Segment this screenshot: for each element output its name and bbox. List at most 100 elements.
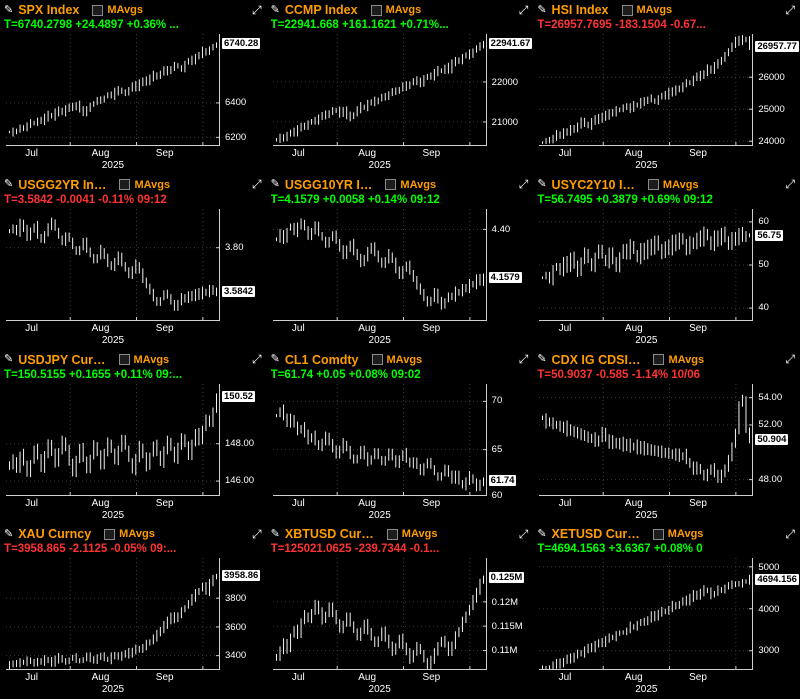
annotate-pencil-icon[interactable]: ✎ — [537, 3, 547, 16]
price-bars-svg — [539, 208, 754, 321]
ticker-title[interactable]: SPX Index — [18, 3, 80, 17]
ticker-title[interactable]: CL1 Comdty — [284, 352, 359, 367]
mavgs-checkbox[interactable] — [385, 179, 397, 191]
expand-icon[interactable]: ⤢ — [252, 526, 262, 541]
mavgs-toggle[interactable]: MAvgs — [386, 528, 438, 541]
ticker-title[interactable]: USGG2YR In… — [18, 177, 107, 192]
y-axis: 70 65 60 61.74 — [488, 384, 534, 501]
mavgs-checkbox[interactable] — [370, 4, 382, 16]
expand-icon[interactable]: ⤢ — [518, 352, 529, 366]
chart-area[interactable]: 60 50 40 56.75 Jul Aug Sep 2025 — [537, 208, 798, 348]
expand-icon[interactable]: ⤢ — [518, 177, 529, 192]
annotate-pencil-icon[interactable]: ✎ — [4, 527, 14, 540]
chart-area[interactable]: 70 65 60 61.74 Jul Aug Sep 2025 — [271, 383, 534, 523]
mavgs-checkbox[interactable] — [104, 528, 116, 540]
chart-plot[interactable] — [539, 208, 754, 321]
chart-plot[interactable] — [6, 558, 220, 671]
annotate-pencil-icon[interactable]: ✎ — [270, 178, 280, 191]
ticker-title[interactable]: USDJPY Cur… — [18, 352, 106, 367]
chart-area[interactable]: 5000 4000 3000 4694.156 Jul Aug Sep 2025 — [537, 558, 799, 697]
chart-plot[interactable] — [6, 34, 220, 146]
y-axis-tick-label: 50 — [758, 259, 769, 271]
y-axis-tick-label: 24000 — [758, 135, 785, 147]
chart-plot[interactable] — [539, 34, 754, 146]
ticker-line: T=125021.0625 -239.7344 -0.1... — [270, 543, 440, 556]
ticker-title[interactable]: HSI Index — [551, 3, 609, 17]
mavgs-toggle[interactable]: MAvgs — [652, 528, 703, 540]
chart-plot[interactable] — [272, 208, 487, 321]
chart-area[interactable]: 0.12M 0.115M 0.11M 0.125M Jul Aug Sep 2025 — [271, 558, 532, 697]
annotate-pencil-icon[interactable]: ✎ — [537, 527, 547, 540]
ticker-line: T=6740.2798 +24.4897 +0.36% ... — [4, 19, 179, 31]
chart-area[interactable]: 26000 25000 24000 26957.77 Jul Aug Sep 2025 — [537, 34, 799, 173]
mavgs-toggle[interactable]: MAvgs — [621, 4, 672, 16]
x-axis-month-label: Sep — [689, 322, 707, 334]
chart-panel: ✎ XBTUSD Cur… MAvgs ⤢ T=125021.0625 -239… — [266, 524, 534, 699]
ticker-title[interactable]: USYC2Y10 I… — [551, 177, 635, 192]
mavgs-checkbox[interactable] — [119, 179, 131, 191]
chart-area[interactable]: 54.00 52.00 48.00 50.904 Jul Aug Sep 2025 — [537, 383, 798, 523]
x-axis: Jul Aug Sep — [539, 323, 753, 335]
mavgs-toggle[interactable]: MAvgs — [653, 354, 704, 366]
y-axis-tick-label: 0.115M — [491, 620, 523, 632]
expand-icon[interactable]: ⤢ — [785, 526, 795, 541]
expand-icon[interactable]: ⤢ — [252, 352, 262, 366]
expand-icon[interactable]: ⤢ — [518, 526, 529, 541]
mavgs-toggle[interactable]: MAvgs — [370, 4, 421, 16]
mavgs-checkbox[interactable] — [92, 4, 104, 16]
ticker-title[interactable]: XAU Curncy — [18, 527, 92, 542]
mavgs-checkbox[interactable] — [371, 354, 383, 365]
chart-area[interactable]: 4.40 4.1579 Jul Aug Sep 2025 — [271, 208, 532, 348]
annotate-pencil-icon[interactable]: ✎ — [537, 178, 547, 191]
chart-plot[interactable] — [6, 208, 220, 321]
chart-plot[interactable] — [272, 383, 487, 496]
mavgs-toggle[interactable]: MAvgs — [371, 354, 422, 366]
chart-plot[interactable] — [539, 558, 754, 671]
annotate-pencil-icon[interactable]: ✎ — [537, 353, 547, 365]
mavgs-toggle[interactable]: MAvgs — [647, 179, 699, 191]
mavgs-checkbox[interactable] — [621, 4, 633, 16]
expand-icon[interactable]: ⤢ — [785, 352, 795, 366]
mavgs-checkbox[interactable] — [652, 528, 664, 540]
expand-icon[interactable]: ⤢ — [518, 2, 529, 17]
ticker-title[interactable]: XBTUSD Cur… — [284, 527, 374, 542]
chart-plot[interactable] — [272, 558, 487, 671]
chart-area[interactable]: 22000 21000 22941.67 Jul Aug Sep 2025 — [271, 34, 533, 173]
annotate-pencil-icon[interactable]: ✎ — [270, 353, 280, 365]
x-axis-year: 2025 — [635, 509, 658, 521]
annotate-pencil-icon[interactable]: ✎ — [4, 353, 14, 365]
annotate-pencil-icon[interactable]: ✎ — [270, 527, 280, 540]
expand-icon[interactable]: ⤢ — [252, 2, 262, 17]
chart-plot[interactable] — [539, 383, 754, 496]
panel-header: ✎ XETUSD Cur… MAvgs ⤢ — [537, 526, 798, 542]
expand-icon[interactable]: ⤢ — [785, 177, 795, 192]
x-axis-year: 2025 — [368, 684, 391, 696]
chart-area[interactable]: 3800 3600 3400 3958.86 Jul Aug Sep 2025 — [4, 558, 265, 697]
mavgs-checkbox[interactable] — [118, 354, 130, 365]
ticker-title[interactable]: CCMP Index — [284, 3, 358, 17]
ticker-title[interactable]: CDX IG CDSI… — [551, 352, 641, 367]
expand-icon[interactable]: ⤢ — [252, 177, 262, 192]
ticker-title[interactable]: XETUSD Cur… — [551, 527, 640, 542]
chart-area[interactable]: 148.00 146.00 150.52 Jul Aug Sep 2025 — [4, 383, 265, 523]
mavgs-toggle[interactable]: MAvgs — [118, 354, 169, 366]
expand-icon[interactable]: ⤢ — [785, 2, 795, 17]
x-axis-year: 2025 — [368, 334, 391, 346]
mavgs-checkbox[interactable] — [653, 354, 665, 365]
chart-plot[interactable] — [272, 34, 487, 146]
annotate-pencil-icon[interactable]: ✎ — [4, 178, 14, 191]
annotate-pencil-icon[interactable]: ✎ — [270, 3, 280, 16]
x-axis: Jul Aug Sep — [6, 672, 220, 684]
mavgs-toggle[interactable]: MAvgs — [104, 528, 155, 540]
chart-plot[interactable] — [6, 383, 220, 496]
mavgs-toggle[interactable]: MAvgs — [92, 4, 143, 16]
ticker-title[interactable]: USGG10YR I… — [284, 177, 373, 192]
annotate-pencil-icon[interactable]: ✎ — [4, 3, 14, 16]
mavgs-checkbox[interactable] — [386, 528, 398, 540]
mavgs-label: MAvgs — [401, 528, 438, 541]
mavgs-toggle[interactable]: MAvgs — [119, 179, 170, 191]
chart-area[interactable]: 6400 6200 6740.28 Jul Aug Sep 2025 — [4, 34, 265, 173]
mavgs-toggle[interactable]: MAvgs — [385, 179, 436, 191]
chart-area[interactable]: 3.80 3.5842 Jul Aug Sep 2025 — [4, 208, 265, 348]
mavgs-checkbox[interactable] — [647, 179, 659, 191]
